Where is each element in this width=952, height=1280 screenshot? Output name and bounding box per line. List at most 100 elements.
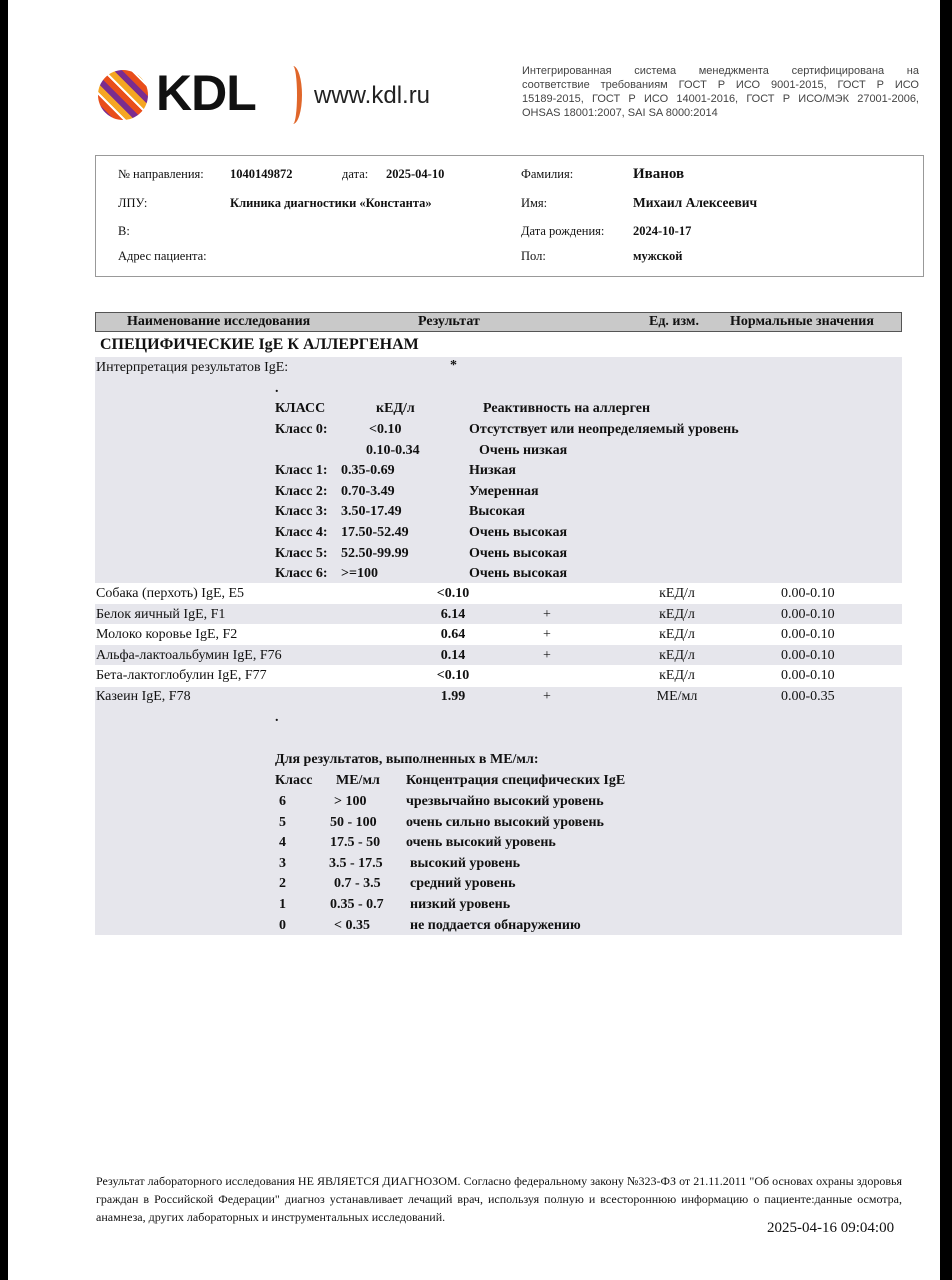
- me-range: 0.35 - 0.7: [330, 897, 384, 912]
- result-ref: 0.00-0.10: [781, 668, 835, 684]
- me-range: > 100: [334, 794, 367, 809]
- result-ref: 0.00-0.35: [781, 689, 835, 704]
- interp-mark: *: [450, 358, 457, 373]
- result-name: Бета-лактоглобулин IgE, F77: [96, 668, 267, 684]
- certification-text: Интегрированная система менеджмента серт…: [522, 65, 919, 119]
- result-unit: кЕД/л: [659, 668, 695, 684]
- interp-class: Класс 3:: [275, 504, 328, 520]
- result-ref: 0.00-0.10: [781, 606, 835, 622]
- me-desc: очень сильно высокий уровень: [406, 814, 604, 830]
- website: www.kdl.ru: [314, 82, 431, 109]
- me-class: 4: [279, 835, 286, 851]
- me-range: < 0.35: [334, 917, 370, 933]
- interp-reactivity: Очень низкая: [479, 442, 568, 458]
- page: [8, 0, 940, 1280]
- surname-label: Фамилия:: [521, 167, 574, 181]
- result-name: Белок яичный IgE, F1: [96, 606, 226, 622]
- me-header-desc: Концентрация специфических IgE: [406, 773, 626, 788]
- sex-label: Пол:: [521, 249, 546, 263]
- sex: мужской: [633, 249, 683, 263]
- dot: .: [275, 381, 279, 396]
- lpu-label: ЛПУ:: [118, 196, 148, 210]
- col-header-result: Результат: [418, 314, 480, 329]
- me-header-unit: МЕ/мл: [336, 773, 380, 788]
- surname: Иванов: [633, 166, 685, 182]
- referral-label: № направления:: [118, 167, 204, 181]
- me-header-class: Класс: [275, 773, 313, 788]
- result-ref: 0.00-0.10: [781, 627, 835, 643]
- interp-range: >=100: [341, 566, 378, 582]
- col-header-unit: Ед. изм.: [649, 314, 699, 329]
- me-desc: не поддается обнаружению: [410, 917, 581, 933]
- result-ref: 0.00-0.10: [781, 586, 835, 601]
- result-value: <0.10: [436, 586, 470, 601]
- result-value: 0.14: [440, 647, 466, 663]
- patient-info-box: [95, 155, 924, 277]
- me-class: 5: [279, 814, 286, 830]
- result-unit: кЕД/л: [659, 647, 695, 663]
- me-class: 0: [279, 917, 286, 933]
- v-label: В:: [118, 224, 130, 238]
- me-range: 0.7 - 3.5: [334, 876, 381, 892]
- interp-reactivity: Очень высокая: [469, 566, 568, 582]
- logo-bracket-icon: [284, 66, 302, 124]
- result-value: 1.99: [440, 689, 466, 704]
- result-unit: МЕ/мл: [656, 689, 698, 704]
- interp-range: 0.35-0.69: [341, 463, 395, 479]
- result-value: 6.14: [440, 606, 466, 622]
- interp-range: 0.70-3.49: [341, 483, 395, 499]
- interp-reactivity: Умеренная: [469, 483, 539, 499]
- me-class: 3: [279, 855, 286, 871]
- result-name: Собака (перхоть) IgE, E5: [96, 586, 245, 601]
- me-desc: высокий уровень: [410, 855, 521, 871]
- dob: 2024-10-17: [633, 224, 692, 238]
- timestamp: 2025-04-16 09:04:00: [767, 1220, 895, 1236]
- me-range: 50 - 100: [330, 814, 377, 830]
- patient-name: Михаил Алексеевич: [633, 195, 758, 210]
- table-header: [95, 312, 902, 332]
- result-unit: кЕД/л: [659, 586, 695, 601]
- logo-text: KDL: [156, 65, 257, 121]
- me-title: Для результатов, выполненных в МЕ/мл:: [275, 752, 539, 767]
- me-class: 2: [279, 876, 286, 892]
- result-flag: +: [543, 647, 551, 663]
- interp-header-unit: кЕД/л: [376, 401, 415, 416]
- interp-class: Класс 1:: [275, 463, 328, 479]
- disclaimer: Результат лабораторного исследования НЕ …: [96, 1174, 902, 1224]
- interp-range: 3.50-17.49: [341, 504, 402, 520]
- result-value: 0.64: [440, 627, 466, 643]
- me-panel: [95, 687, 902, 935]
- interp-reactivity: Низкая: [469, 463, 517, 479]
- interp-reactivity: Высокая: [469, 504, 525, 520]
- row-bg: [95, 645, 902, 665]
- interp-panel: [95, 357, 902, 583]
- name-label: Имя:: [521, 196, 548, 210]
- kdl-logo-icon: [98, 70, 148, 120]
- interp-class: Класс 5:: [275, 545, 328, 561]
- me-desc: низкий уровень: [410, 897, 511, 912]
- interp-range: 52.50-99.99: [341, 545, 409, 561]
- interp-class: Класс 4:: [275, 525, 328, 540]
- col-header-ref: Нормальные значения: [730, 314, 874, 329]
- address-label: Адрес пациента:: [118, 249, 207, 263]
- dot: .: [275, 710, 279, 725]
- result-name: Альфа-лактоальбумин IgE, F76: [96, 647, 282, 663]
- col-header-name: Наименование исследования: [127, 314, 311, 329]
- interp-header-class: КЛАСС: [275, 401, 326, 416]
- interp-header-reactivity: Реактивность на аллерген: [483, 401, 651, 416]
- interp-range: 17.50-52.49: [341, 525, 409, 540]
- me-desc: средний уровень: [410, 876, 516, 892]
- result-flag: +: [543, 606, 551, 622]
- interp-class: Класс 6:: [275, 566, 328, 582]
- result-flag: +: [543, 627, 551, 643]
- interp-reactivity: Отсутствует или неопределяемый уровень: [469, 422, 739, 437]
- result-value: <0.10: [436, 668, 470, 684]
- row-bg: [95, 604, 902, 624]
- me-desc: чрезвычайно высокий уровень: [406, 794, 604, 809]
- interp-range: <0.10: [369, 422, 402, 437]
- interp-class: Класс 2:: [275, 483, 328, 499]
- me-class: 1: [279, 897, 286, 912]
- interp-range: 0.10-0.34: [366, 442, 420, 458]
- result-name: Казеин IgE, F78: [96, 689, 191, 704]
- interp-reactivity: Очень высокая: [469, 525, 568, 540]
